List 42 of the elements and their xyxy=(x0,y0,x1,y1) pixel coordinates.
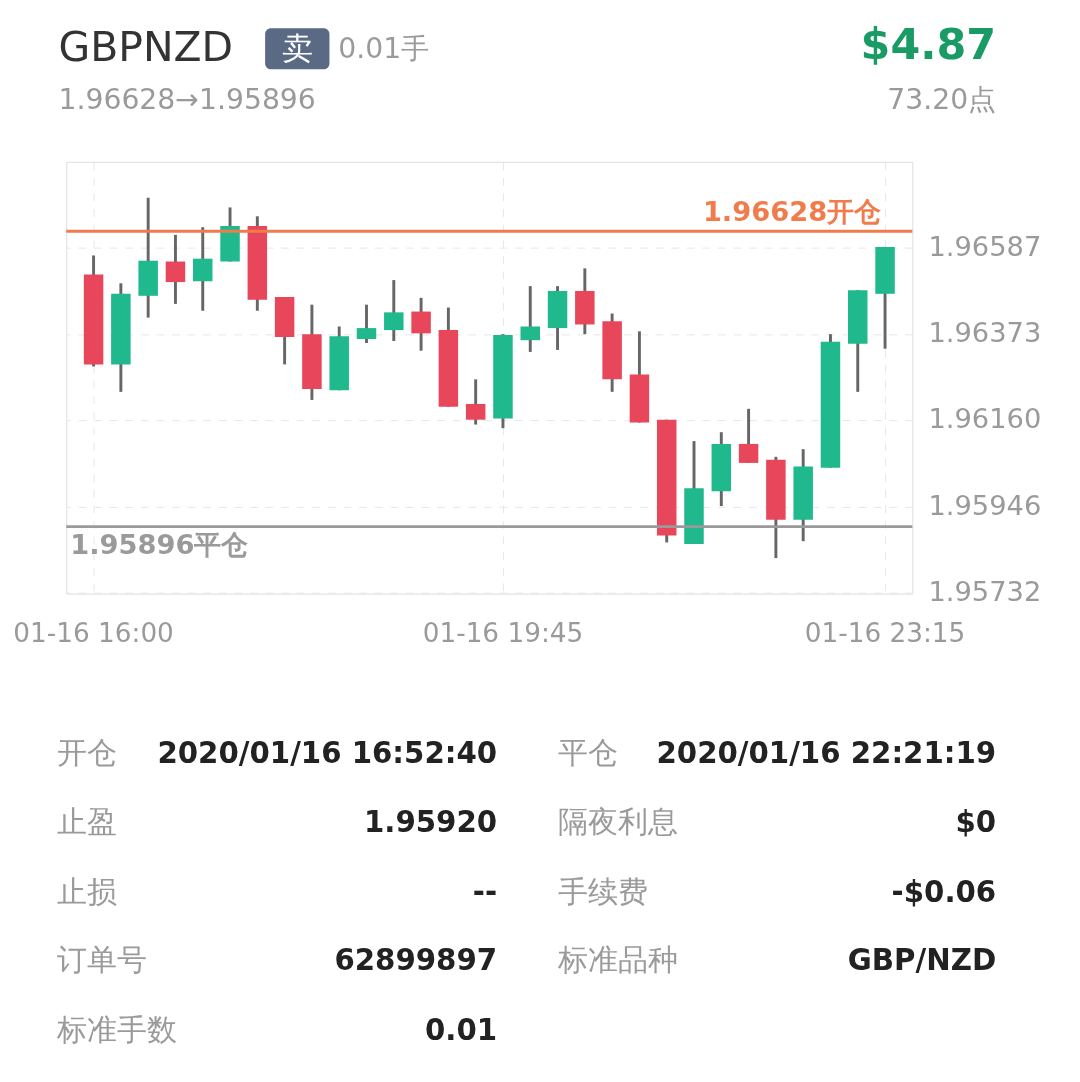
text: 止损 xyxy=(56,873,117,909)
text: 隔夜利息 xyxy=(557,804,678,840)
text: 62899897 xyxy=(334,942,498,977)
candlestick xyxy=(411,296,431,353)
ref-line-label: 1.95896平仓 xyxy=(70,528,249,560)
y-tick-label: 1.96160 xyxy=(928,403,1042,435)
text: 手续费 xyxy=(557,873,648,909)
y-tick-label: 1.96373 xyxy=(928,317,1042,349)
candlestick xyxy=(165,233,186,306)
chart-title: GBPNZD xyxy=(58,23,234,72)
text: 平仓 xyxy=(557,735,618,771)
text: 止盈 xyxy=(56,804,117,840)
text: GBP/NZD xyxy=(847,942,997,977)
text: 标准品种 xyxy=(556,941,678,977)
text: 2020/01/16 16:52:40 xyxy=(157,736,498,771)
text: 2020/01/16 22:21:19 xyxy=(656,736,997,771)
candlestick xyxy=(465,377,486,427)
text: 标准手数 xyxy=(55,1012,177,1048)
x-tick-label: 01-16 19:45 xyxy=(422,617,584,648)
x-tick-label: 01-16 16:00 xyxy=(13,617,174,648)
candlestick xyxy=(356,303,377,345)
candlestick xyxy=(738,407,759,465)
text: $4.87 xyxy=(860,19,997,70)
ref-line-label: 1.96628开仓 xyxy=(702,196,882,228)
text: -- xyxy=(472,874,498,909)
candlestick xyxy=(193,225,213,313)
text: -$0.06 xyxy=(891,874,997,909)
x-tick-label: 01-16 23:15 xyxy=(804,617,966,648)
text: 0.01 xyxy=(424,1013,498,1048)
y-tick-label: 1.96587 xyxy=(928,231,1042,263)
text: 开仓 xyxy=(56,735,117,771)
text: 73.20点 xyxy=(887,83,997,117)
text: 0.01手 xyxy=(338,31,430,65)
candlestick xyxy=(520,284,540,354)
text: 1.95920 xyxy=(363,805,498,840)
y-tick-label: 1.95946 xyxy=(928,489,1042,521)
text: 卖 xyxy=(281,29,313,66)
y-tick-label: 1.95732 xyxy=(928,576,1042,608)
chart-subtitle: 1.96628→1.95896 xyxy=(58,83,316,117)
text: $0 xyxy=(955,805,997,840)
text: 订单号 xyxy=(56,941,147,977)
candlestick xyxy=(384,278,404,343)
